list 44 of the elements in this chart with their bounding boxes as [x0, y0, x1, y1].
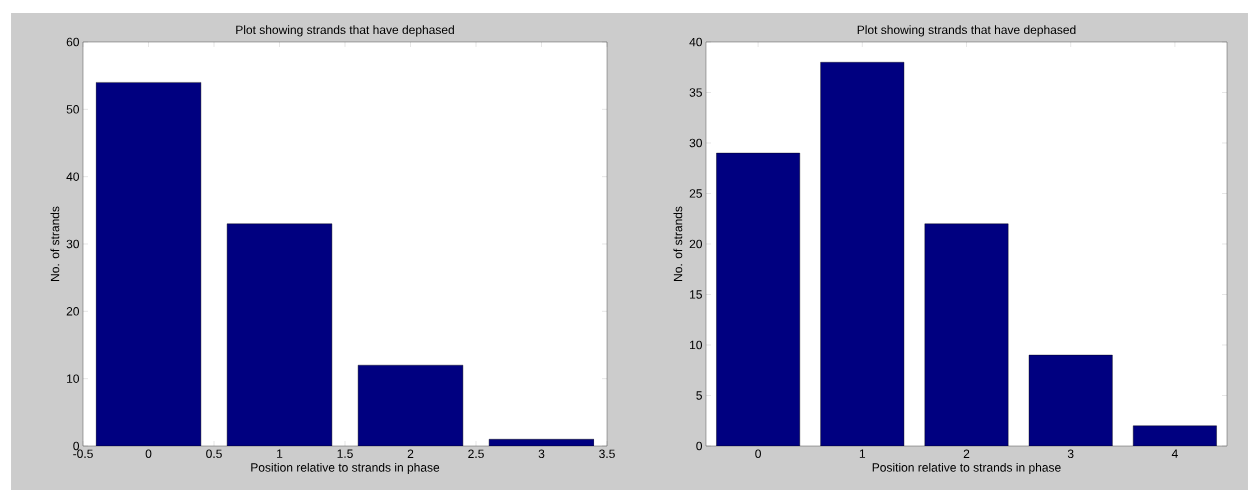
x-tick-label: 3 — [1067, 449, 1074, 459]
x-axis-title: Position relative to strands in phase — [872, 462, 1061, 475]
y-tick-label: 10 — [690, 340, 703, 350]
y-tick-label: 35 — [689, 88, 702, 97]
y-tick-label: 15 — [690, 290, 702, 299]
x-tick-label: 2 — [407, 449, 414, 458]
y-axis-title: No. of strands — [673, 206, 683, 281]
chart-title: Plot showing strands that have dephased — [236, 25, 454, 37]
x-tick-label: 1 — [859, 449, 866, 458]
x-tick-label: 3 — [538, 449, 545, 459]
x-tick-label: 1.5 — [337, 449, 353, 458]
x-tick-label: 0 — [145, 449, 152, 459]
x-tick-label: 4 — [1171, 449, 1178, 458]
bar — [716, 152, 800, 446]
bar — [1028, 354, 1113, 446]
x-tick-label: 0.5 — [206, 449, 222, 459]
y-tick-label: 0 — [73, 441, 80, 451]
x-axis-title: Position relative to strands in phase — [251, 462, 440, 475]
bar — [820, 62, 905, 446]
bar — [1133, 425, 1217, 446]
y-tick-label: 20 — [66, 307, 80, 316]
chart-title: Plot showing strands that have dephased — [857, 25, 1076, 37]
x-tick-label: 3.5 — [599, 449, 615, 459]
y-tick-label: 0 — [696, 441, 703, 451]
bar — [358, 365, 463, 446]
y-tick-label: 40 — [689, 37, 703, 47]
y-tick-label: 5 — [696, 391, 702, 400]
x-tick-label: -0.5 — [73, 449, 93, 459]
x-tick-label: 1 — [277, 449, 283, 458]
y-tick-label: 20 — [689, 239, 703, 249]
y-axis-title: No. of strands — [50, 206, 60, 281]
y-tick-label: 30 — [66, 239, 80, 249]
y-tick-label: 50 — [66, 105, 80, 114]
y-tick-label: 60 — [66, 37, 80, 47]
x-tick-label: 2.5 — [468, 449, 484, 459]
y-tick-label: 30 — [689, 138, 703, 148]
bar — [924, 223, 1009, 446]
x-tick-label: 2 — [963, 449, 970, 458]
bar — [227, 223, 332, 446]
y-tick-label: 25 — [689, 189, 702, 198]
y-tick-label: 10 — [67, 374, 80, 383]
bar — [96, 82, 201, 446]
x-tick-label: 0 — [755, 449, 761, 459]
y-tick-label: 40 — [66, 172, 80, 181]
